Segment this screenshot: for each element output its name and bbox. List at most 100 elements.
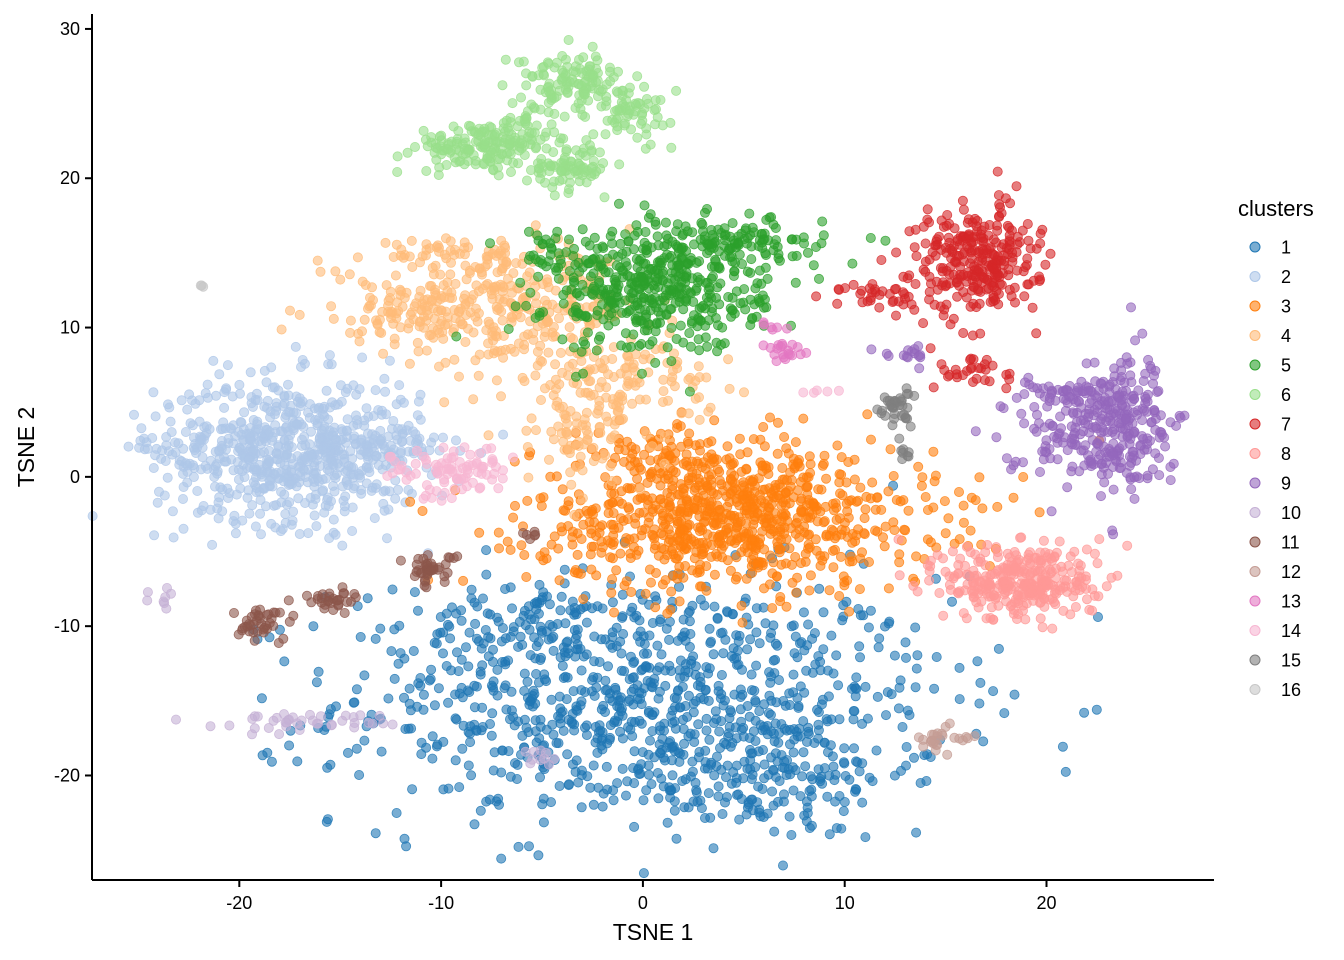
data-point bbox=[608, 249, 619, 260]
data-point bbox=[687, 316, 698, 327]
data-point bbox=[785, 769, 796, 780]
data-point bbox=[469, 819, 480, 830]
data-point bbox=[975, 677, 986, 688]
data-point bbox=[857, 797, 868, 808]
data-point bbox=[564, 322, 575, 333]
data-point bbox=[742, 238, 753, 249]
data-point bbox=[647, 441, 658, 452]
data-point bbox=[386, 306, 397, 317]
data-point bbox=[564, 234, 575, 245]
data-point bbox=[660, 217, 671, 228]
data-point bbox=[748, 550, 759, 561]
data-point bbox=[546, 243, 557, 254]
data-point bbox=[713, 781, 724, 792]
data-point bbox=[592, 408, 603, 419]
data-point bbox=[834, 591, 845, 602]
data-point bbox=[533, 271, 544, 282]
data-point bbox=[653, 793, 664, 804]
data-point bbox=[889, 770, 900, 781]
data-point bbox=[407, 426, 418, 437]
data-point bbox=[671, 226, 682, 237]
data-point bbox=[939, 364, 950, 375]
data-point bbox=[657, 744, 668, 755]
data-point bbox=[600, 129, 611, 140]
data-point bbox=[696, 217, 707, 228]
data-point bbox=[535, 173, 546, 184]
data-point bbox=[874, 289, 885, 300]
data-point bbox=[867, 477, 878, 488]
data-point bbox=[853, 524, 864, 535]
data-point bbox=[475, 805, 486, 816]
data-point bbox=[627, 278, 638, 289]
data-point bbox=[938, 610, 949, 621]
data-point bbox=[745, 744, 756, 755]
data-point bbox=[803, 619, 814, 630]
data-point bbox=[395, 446, 406, 457]
data-point bbox=[839, 743, 850, 754]
data-point bbox=[702, 248, 713, 259]
data-point bbox=[664, 785, 675, 796]
data-point bbox=[569, 275, 580, 286]
data-point bbox=[765, 550, 776, 561]
data-point bbox=[570, 633, 581, 644]
data-point bbox=[597, 603, 608, 614]
data-point bbox=[760, 262, 771, 273]
data-point bbox=[778, 860, 789, 871]
data-point bbox=[1011, 181, 1022, 192]
data-point bbox=[554, 575, 565, 586]
data-point bbox=[243, 485, 254, 496]
data-point bbox=[680, 774, 691, 785]
data-point bbox=[376, 434, 387, 445]
data-point bbox=[634, 507, 645, 518]
data-point bbox=[469, 702, 480, 713]
data-point bbox=[736, 600, 747, 611]
data-point bbox=[538, 492, 549, 503]
data-point bbox=[988, 249, 999, 260]
data-point bbox=[509, 346, 520, 357]
data-point bbox=[697, 525, 708, 536]
data-point bbox=[575, 387, 586, 398]
data-point bbox=[586, 288, 597, 299]
data-point bbox=[747, 313, 758, 324]
data-point bbox=[828, 761, 839, 772]
data-point bbox=[928, 446, 939, 457]
data-point bbox=[443, 783, 454, 794]
data-point bbox=[259, 365, 270, 376]
data-point bbox=[669, 381, 680, 392]
data-point bbox=[569, 725, 580, 736]
data-point bbox=[635, 768, 646, 779]
data-point bbox=[578, 52, 589, 63]
data-point bbox=[854, 584, 865, 595]
data-point bbox=[321, 442, 332, 453]
data-point bbox=[522, 676, 533, 687]
data-point bbox=[384, 355, 395, 366]
data-point bbox=[965, 301, 976, 312]
data-point bbox=[614, 402, 625, 413]
data-point bbox=[543, 81, 554, 92]
data-point bbox=[493, 170, 504, 181]
data-point bbox=[650, 357, 661, 368]
data-point bbox=[280, 508, 291, 519]
data-point bbox=[299, 431, 310, 442]
data-point bbox=[880, 235, 891, 246]
data-point bbox=[922, 204, 933, 215]
data-point bbox=[705, 812, 716, 823]
data-point bbox=[337, 540, 348, 551]
data-point bbox=[459, 242, 470, 253]
data-point bbox=[929, 683, 940, 694]
data-point bbox=[566, 479, 577, 490]
data-point bbox=[298, 421, 309, 432]
data-point bbox=[578, 594, 589, 605]
data-point bbox=[608, 539, 619, 550]
data-point bbox=[714, 726, 725, 737]
data-point bbox=[810, 659, 821, 670]
data-point bbox=[572, 568, 583, 579]
data-point bbox=[555, 347, 566, 358]
data-point bbox=[765, 528, 776, 539]
data-point bbox=[893, 534, 904, 545]
data-point bbox=[398, 692, 409, 703]
data-point bbox=[538, 61, 549, 72]
data-point bbox=[644, 564, 655, 575]
data-point bbox=[685, 728, 696, 739]
data-point bbox=[922, 534, 933, 545]
